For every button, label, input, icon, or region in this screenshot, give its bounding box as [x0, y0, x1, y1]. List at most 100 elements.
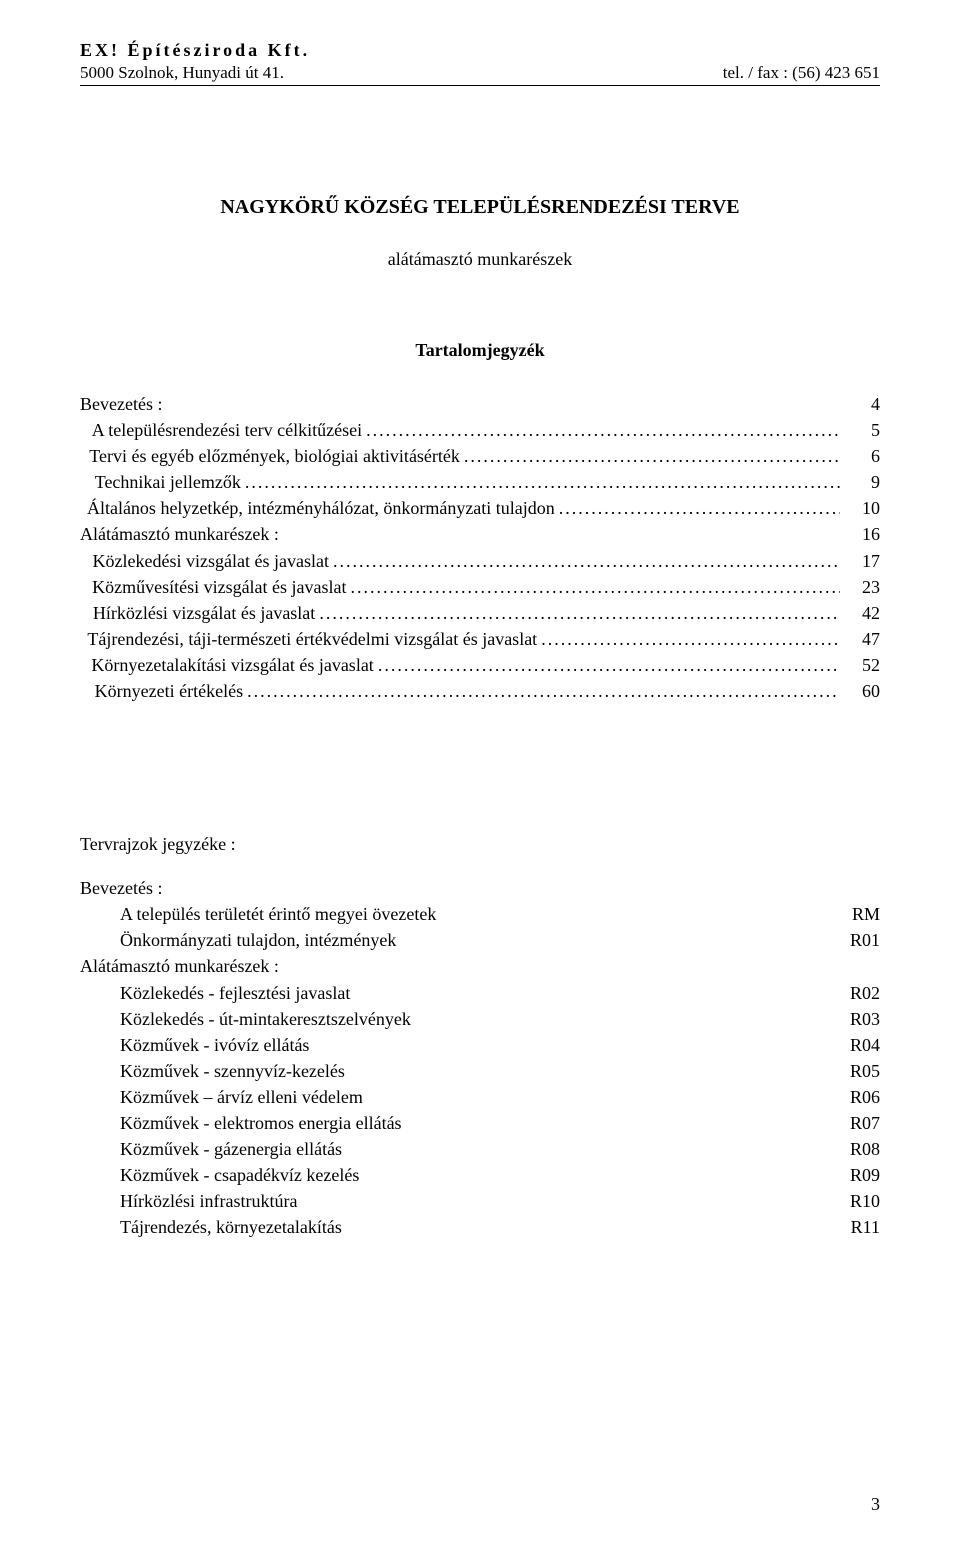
- drawing-code: R07: [832, 1110, 880, 1136]
- toc-page-number: 6: [844, 443, 880, 469]
- table-of-contents: Bevezetés :4A településrendezési terv cé…: [80, 391, 880, 704]
- drawing-code: R05: [832, 1058, 880, 1084]
- drawing-row: Hírközlési infrastruktúraR10: [80, 1188, 880, 1214]
- drawing-code: R01: [832, 927, 880, 953]
- drawings-heading: Tervrajzok jegyzéke :: [80, 834, 880, 855]
- toc-page-number: 9: [844, 469, 880, 495]
- toc-leader-dots: [559, 495, 840, 521]
- drawing-row: Közlekedés - út-mintakeresztszelvényekR0…: [80, 1006, 880, 1032]
- toc-row: Alátámasztó munkarészek : 16: [80, 521, 880, 547]
- toc-row: Közlekedési vizsgálat és javaslat 17: [80, 548, 880, 574]
- toc-page-number: 17: [844, 548, 880, 574]
- letterhead-contact: tel. / fax : (56) 423 651: [723, 63, 880, 83]
- toc-row: Környezeti értékelés 60: [80, 678, 880, 704]
- toc-leader-dots: [319, 600, 840, 626]
- drawing-row: Közművek - gázenergia ellátásR08: [80, 1136, 880, 1162]
- drawing-code: R10: [832, 1188, 880, 1214]
- drawing-label: Közművek - elektromos energia ellátás: [120, 1110, 832, 1136]
- toc-row: Bevezetés : 4: [80, 391, 880, 417]
- toc-page-number: 5: [844, 417, 880, 443]
- drawing-label: Közművek - csapadékvíz kezelés: [120, 1162, 832, 1188]
- drawing-code: R08: [832, 1136, 880, 1162]
- letterhead-company: EX! Építésziroda Kft.: [80, 40, 880, 61]
- drawing-label: Közművek - szennyvíz-kezelés: [120, 1058, 832, 1084]
- toc-label: Közlekedési vizsgálat és javaslat: [93, 548, 329, 574]
- drawing-label: Bevezetés :: [80, 875, 832, 901]
- toc-page-number: 4: [844, 391, 880, 417]
- drawing-code: R03: [832, 1006, 880, 1032]
- letterhead-rule: [80, 85, 880, 86]
- drawing-row: Közművek - elektromos energia ellátásR07: [80, 1110, 880, 1136]
- drawing-row: Közművek – árvíz elleni védelemR06: [80, 1084, 880, 1110]
- drawing-row: Közművek - csapadékvíz kezelésR09: [80, 1162, 880, 1188]
- toc-leader-dots: [247, 678, 840, 704]
- toc-label: Környezetalakítási vizsgálat és javaslat: [91, 652, 373, 678]
- drawing-label: Hírközlési infrastruktúra: [120, 1188, 832, 1214]
- toc-row: Tájrendezési, táji-természeti értékvédel…: [80, 626, 880, 652]
- toc-label: Általános helyzetkép, intézményhálózat, …: [87, 495, 555, 521]
- toc-page-number: 42: [844, 600, 880, 626]
- drawing-label: Közlekedés - fejlesztési javaslat: [120, 980, 832, 1006]
- drawing-row: Közlekedés - fejlesztési javaslatR02: [80, 980, 880, 1006]
- toc-row: Tervi és egyéb előzmények, biológiai akt…: [80, 443, 880, 469]
- toc-row: Környezetalakítási vizsgálat és javaslat…: [80, 652, 880, 678]
- toc-label: Tervi és egyéb előzmények, biológiai akt…: [89, 443, 460, 469]
- toc-label: Közművesítési vizsgálat és javaslat: [92, 574, 346, 600]
- drawing-code: R04: [832, 1032, 880, 1058]
- document-subtitle: alátámasztó munkarészek: [80, 249, 880, 270]
- drawing-code: R06: [832, 1084, 880, 1110]
- page-number: 3: [871, 1494, 880, 1515]
- drawing-row: Közművek - szennyvíz-kezelésR05: [80, 1058, 880, 1084]
- toc-row: Hírközlési vizsgálat és javaslat 42: [80, 600, 880, 626]
- toc-page-number: 52: [844, 652, 880, 678]
- toc-page-number: 47: [844, 626, 880, 652]
- toc-row: Közművesítési vizsgálat és javaslat 23: [80, 574, 880, 600]
- toc-leader-dots: [351, 574, 840, 600]
- drawing-code: R02: [832, 980, 880, 1006]
- toc-leader-dots: [333, 548, 840, 574]
- letterhead-address: 5000 Szolnok, Hunyadi út 41.: [80, 63, 284, 83]
- drawing-label: Önkormányzati tulajdon, intézmények: [120, 927, 832, 953]
- toc-leader-dots: [366, 417, 840, 443]
- drawing-code: R11: [832, 1214, 880, 1240]
- toc-label: A településrendezési terv célkitűzései: [92, 417, 362, 443]
- toc-label: Bevezetés :: [80, 391, 162, 417]
- toc-page-number: 60: [844, 678, 880, 704]
- page: EX! Építésziroda Kft. 5000 Szolnok, Huny…: [0, 0, 960, 1545]
- drawing-label: Tájrendezés, környezetalakítás: [120, 1214, 832, 1240]
- toc-label: Alátámasztó munkarészek :: [80, 521, 279, 547]
- toc-label: Technikai jellemzők: [95, 469, 241, 495]
- drawing-row: Alátámasztó munkarészek :: [80, 953, 880, 979]
- toc-label: Hírközlési vizsgálat és javaslat: [93, 600, 315, 626]
- toc-leader-dots: [464, 443, 840, 469]
- toc-row: Általános helyzetkép, intézményhálózat, …: [80, 495, 880, 521]
- toc-row: Technikai jellemzők 9: [80, 469, 880, 495]
- letterhead: EX! Építésziroda Kft. 5000 Szolnok, Huny…: [80, 40, 880, 86]
- drawings-list: Bevezetés :A település területét érintő …: [80, 875, 880, 1240]
- drawing-row: Önkormányzati tulajdon, intézményekR01: [80, 927, 880, 953]
- drawing-row: Bevezetés :: [80, 875, 880, 901]
- toc-label: Környezeti értékelés: [95, 678, 243, 704]
- drawing-code: RM: [832, 901, 880, 927]
- document-title: NAGYKÖRŰ KÖZSÉG TELEPÜLÉSRENDEZÉSI TERVE: [80, 196, 880, 219]
- toc-label: Tájrendezési, táji-természeti értékvédel…: [87, 626, 537, 652]
- drawing-label: Közművek – árvíz elleni védelem: [120, 1084, 832, 1110]
- drawing-label: Közművek - gázenergia ellátás: [120, 1136, 832, 1162]
- drawing-code: R09: [832, 1162, 880, 1188]
- toc-page-number: 16: [844, 521, 880, 547]
- drawing-row: Tájrendezés, környezetalakításR11: [80, 1214, 880, 1240]
- drawing-label: Közlekedés - út-mintakeresztszelvények: [120, 1006, 832, 1032]
- toc-heading: Tartalomjegyzék: [80, 340, 880, 361]
- toc-leader-dots: [541, 626, 840, 652]
- drawing-label: Közművek - ivóvíz ellátás: [120, 1032, 832, 1058]
- toc-page-number: 23: [844, 574, 880, 600]
- toc-page-number: 10: [844, 495, 880, 521]
- toc-row: A településrendezési terv célkitűzései 5: [80, 417, 880, 443]
- toc-leader-dots: [245, 469, 840, 495]
- drawing-label: Alátámasztó munkarészek :: [80, 953, 832, 979]
- letterhead-row2: 5000 Szolnok, Hunyadi út 41. tel. / fax …: [80, 63, 880, 83]
- toc-leader-dots: [378, 652, 840, 678]
- drawing-row: Közművek - ivóvíz ellátásR04: [80, 1032, 880, 1058]
- drawing-label: A település területét érintő megyei övez…: [120, 901, 832, 927]
- drawing-row: A település területét érintő megyei övez…: [80, 901, 880, 927]
